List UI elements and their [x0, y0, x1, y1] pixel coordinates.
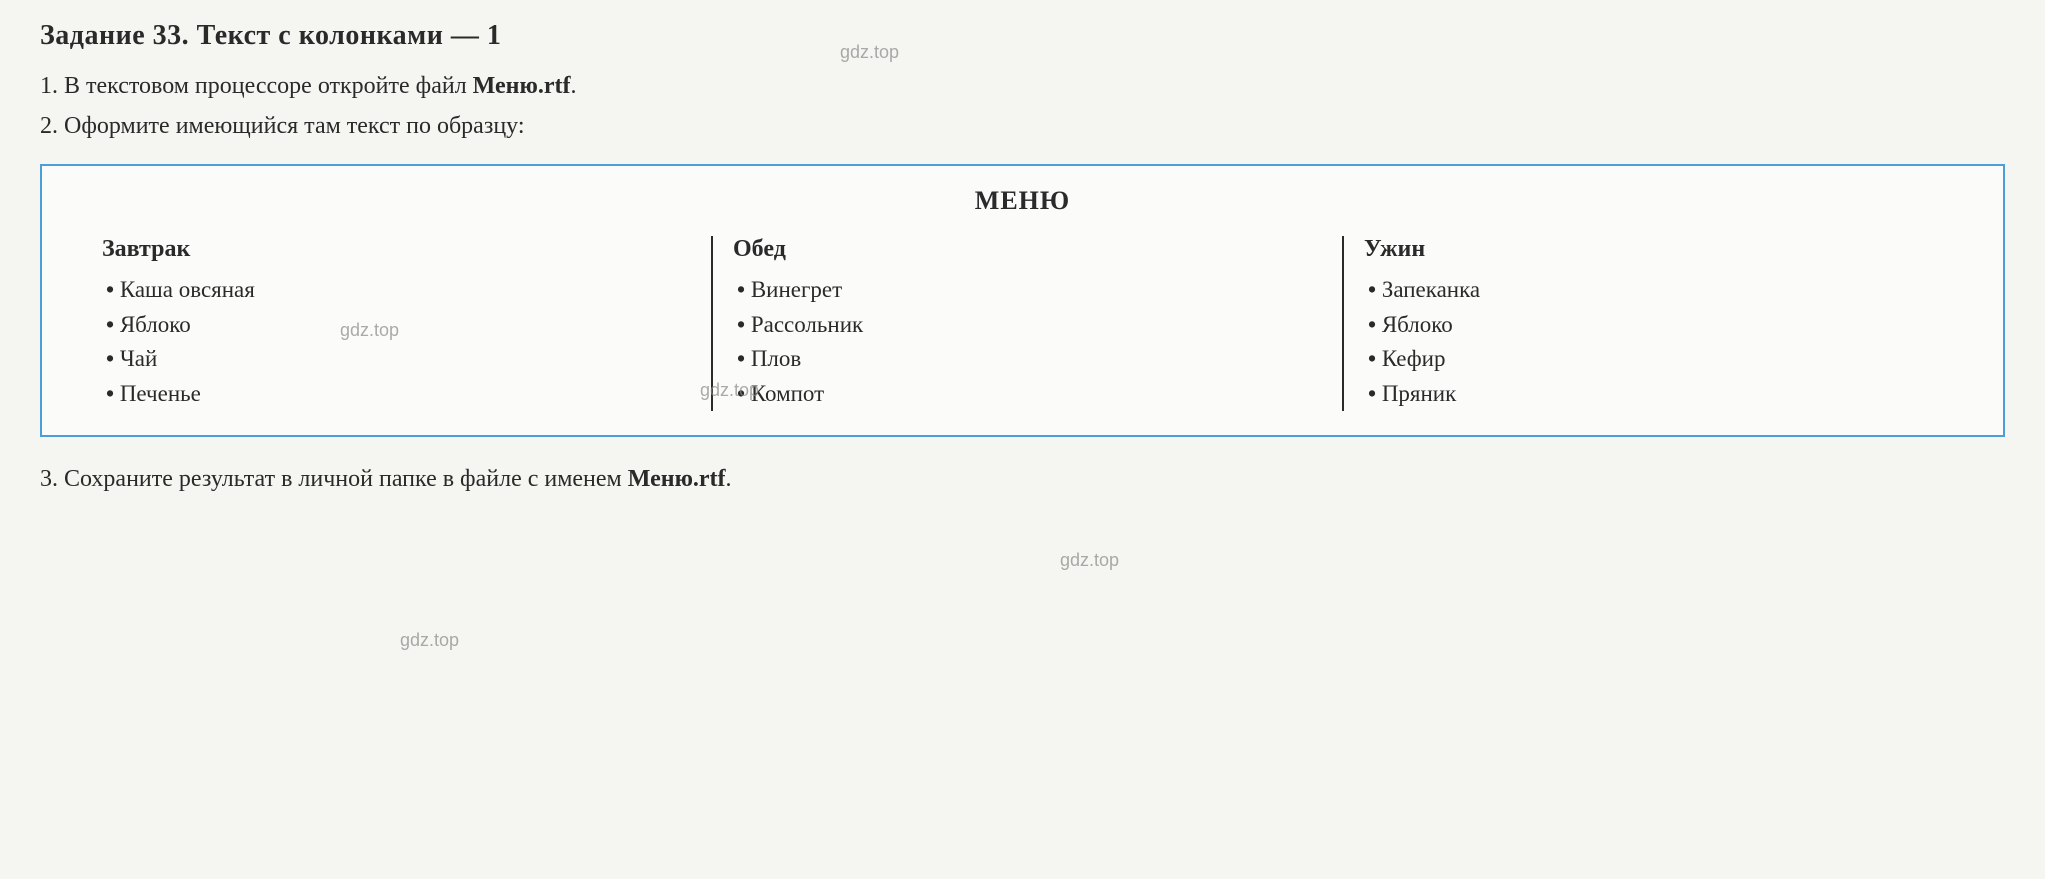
meal-item: Пряник [1364, 377, 1953, 412]
page-container: gdz.top gdz.top gdz.top gdz.top gdz.top … [40, 20, 2005, 497]
meal-item: Плов [733, 342, 1322, 377]
instruction-suffix: . [726, 466, 732, 492]
instruction-suffix: . [570, 73, 576, 99]
meal-item: Кефир [1364, 342, 1953, 377]
instruction-text: В текстовом процессоре откройте файл [64, 73, 473, 99]
instruction-text: Оформите имеющийся там текст по образцу: [64, 113, 525, 139]
meal-heading: Обед [733, 236, 1322, 263]
instruction-item: 2. Оформите имеющийся там текст по образ… [40, 108, 2005, 144]
task-header: Задание 33. Текст с колонками — 1 [40, 20, 2005, 52]
instruction-text: Сохраните результат в личной папке в фай… [64, 466, 628, 492]
instruction-list-after: 3. Сохраните результат в личной папке в … [40, 461, 2005, 497]
instruction-item: 3. Сохраните результат в личной папке в … [40, 461, 2005, 497]
meal-list: Каша овсяная Яблоко Чай Печенье [102, 273, 691, 411]
task-number: Задание 33. [40, 20, 189, 51]
instruction-num: 3. [40, 466, 58, 492]
watermark: gdz.top [400, 630, 459, 651]
instruction-item: 1. В текстовом процессоре откройте файл … [40, 68, 2005, 104]
meal-item: Винегрет [733, 273, 1322, 308]
meal-item: Рассольник [733, 308, 1322, 343]
meal-item: Каша овсяная [102, 273, 691, 308]
meal-list: Винегрет Рассольник Плов Компот [733, 273, 1322, 411]
menu-title: МЕНЮ [72, 186, 1973, 216]
menu-columns: Завтрак Каша овсяная Яблоко Чай Печенье … [72, 236, 1973, 411]
meal-item: Запеканка [1364, 273, 1953, 308]
instruction-list: 1. В текстовом процессоре откройте файл … [40, 68, 2005, 144]
meal-item: Компот [733, 377, 1322, 412]
instruction-num: 2. [40, 113, 58, 139]
meal-item: Яблоко [1364, 308, 1953, 343]
watermark: gdz.top [1060, 550, 1119, 571]
meal-item: Чай [102, 342, 691, 377]
file-name: Меню.rtf [628, 466, 726, 492]
meal-list: Запеканка Яблоко Кефир Пряник [1364, 273, 1953, 411]
menu-column-dinner: Ужин Запеканка Яблоко Кефир Пряник [1344, 236, 1973, 411]
meal-heading: Завтрак [102, 236, 691, 263]
menu-column-lunch: Обед Винегрет Рассольник Плов Компот [713, 236, 1344, 411]
instruction-num: 1. [40, 73, 58, 99]
task-title: Текст с колонками — 1 [197, 20, 502, 51]
menu-box: МЕНЮ Завтрак Каша овсяная Яблоко Чай Печ… [40, 164, 2005, 437]
meal-item: Яблоко [102, 308, 691, 343]
meal-item: Печенье [102, 377, 691, 412]
menu-column-breakfast: Завтрак Каша овсяная Яблоко Чай Печенье [72, 236, 713, 411]
meal-heading: Ужин [1364, 236, 1953, 263]
file-name: Меню.rtf [473, 73, 571, 99]
